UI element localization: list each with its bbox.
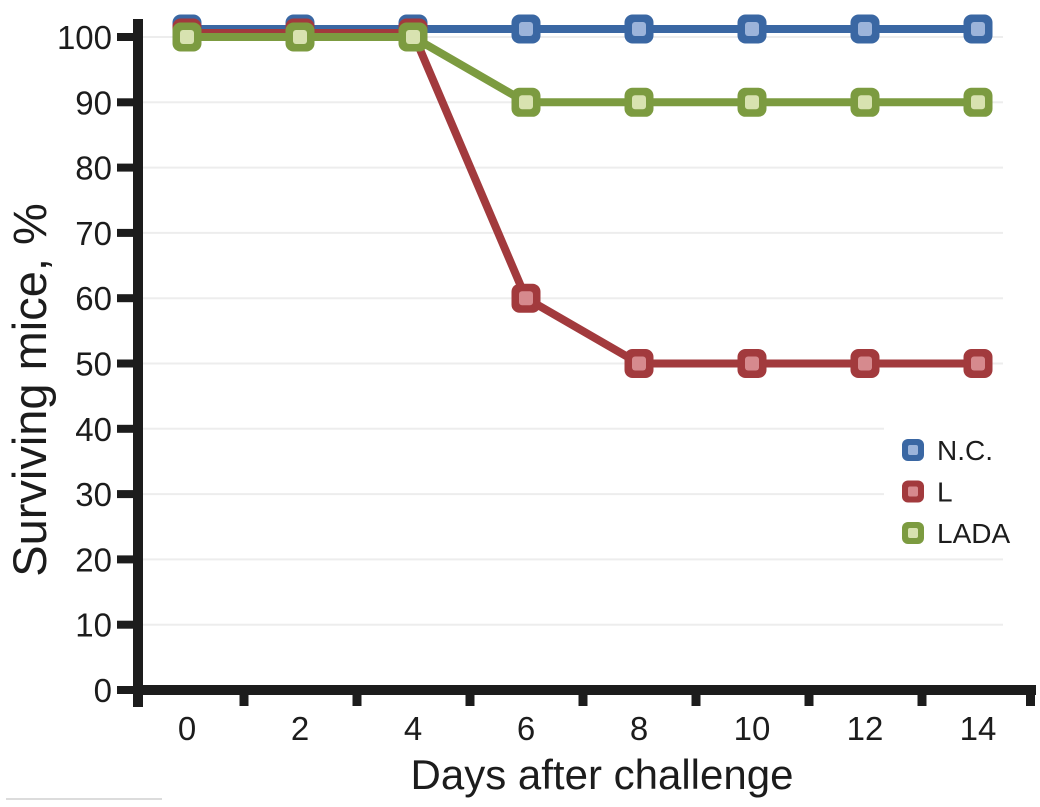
axes (117, 19, 1036, 707)
series-l (172, 18, 993, 378)
x-tick-3 (352, 695, 362, 706)
x-tick-label-2: 2 (291, 710, 309, 747)
series-lada (172, 22, 993, 117)
data-point-marker-inner (632, 356, 646, 371)
data-point-marker-inner (858, 22, 872, 36)
data-point-marker-inner (293, 30, 307, 44)
y-tick-label-10: 10 (75, 607, 112, 644)
y-tick-30 (117, 490, 133, 499)
x-tick-end (1026, 695, 1035, 706)
data-point-marker-inner (745, 356, 759, 371)
x-tick-5 (465, 695, 475, 706)
y-tick-90 (117, 98, 133, 107)
y-tick-label-0: 0 (94, 672, 112, 709)
x-tick-labels: 0 2 4 6 8 10 12 14 (178, 710, 997, 747)
y-tick-0 (117, 686, 133, 694)
data-point-marker-inner (971, 95, 985, 110)
data-point-marker-inner (632, 22, 646, 36)
data-point-marker-inner (858, 356, 872, 371)
data-point-marker-inner (745, 95, 759, 110)
y-tick-label-100: 100 (57, 19, 112, 56)
legend-item-lada: LADA (902, 518, 1010, 549)
data-point-marker-inner (519, 291, 533, 306)
data-point-marker-inner (858, 95, 872, 110)
y-tick-100 (117, 33, 133, 41)
x-tick-label-4: 4 (404, 710, 422, 747)
y-tick-label-70: 70 (75, 215, 112, 252)
data-point-marker-inner (971, 356, 985, 371)
x-tick-label-10: 10 (734, 710, 771, 747)
gridlines (143, 36, 1003, 626)
y-tick-label-60: 60 (75, 280, 112, 317)
data-point-marker-inner (406, 30, 420, 44)
y-axis-title: Surviving mice, % (3, 203, 56, 577)
y-axis-line (133, 19, 143, 707)
y-tick-10 (117, 620, 133, 629)
x-tick-label-12: 12 (847, 710, 884, 747)
legend-item-nc: N.C. (902, 435, 993, 466)
y-tick-20 (117, 555, 133, 564)
y-tick-label-50: 50 (75, 346, 112, 383)
legend-label: LADA (937, 518, 1010, 549)
legend-item-l: L (902, 477, 953, 508)
y-tick-40 (117, 424, 133, 433)
legend-marker-inner (908, 528, 918, 538)
x-tick-1 (239, 695, 249, 706)
x-tick-label-0: 0 (178, 710, 196, 747)
legend-marker-inner (908, 486, 918, 497)
y-tick-60 (117, 294, 133, 303)
y-tick-70 (117, 228, 133, 237)
data-point-marker-inner (971, 22, 985, 36)
y-tick-labels: 0 10 20 30 40 50 60 70 80 90 100 (57, 19, 112, 709)
x-axis-line (133, 685, 1036, 695)
x-tick-13 (917, 695, 927, 706)
x-tick-7 (578, 695, 588, 706)
y-tick-label-40: 40 (75, 411, 112, 448)
x-tick-label-6: 6 (517, 710, 535, 747)
data-point-marker-inner (180, 30, 194, 44)
legend-marker-inner (908, 445, 918, 455)
series-line (187, 29, 978, 368)
y-tick-80 (117, 163, 133, 172)
y-tick-label-90: 90 (75, 84, 112, 121)
y-tick-label-80: 80 (75, 150, 112, 187)
bottom-left-artifact-line (6, 798, 162, 800)
data-point-marker-inner (519, 95, 533, 110)
legend-label: N.C. (937, 435, 993, 466)
y-tick-50 (117, 359, 133, 368)
data-point-marker-inner (745, 22, 759, 36)
x-axis-title: Days after challenge (411, 751, 794, 798)
y-tick-label-20: 20 (75, 541, 112, 578)
x-tick-11 (804, 695, 814, 706)
x-tick-9 (691, 695, 701, 706)
data-point-marker-inner (632, 95, 646, 110)
legend: N.C. L LADA (884, 412, 1038, 552)
data-series (172, 14, 993, 378)
x-tick-label-8: 8 (630, 710, 648, 747)
data-point-marker-inner (519, 22, 533, 36)
legend-label: L (937, 477, 953, 508)
series-line (187, 33, 978, 107)
x-tick-label-14: 14 (960, 710, 997, 747)
y-tick-label-30: 30 (75, 476, 112, 513)
